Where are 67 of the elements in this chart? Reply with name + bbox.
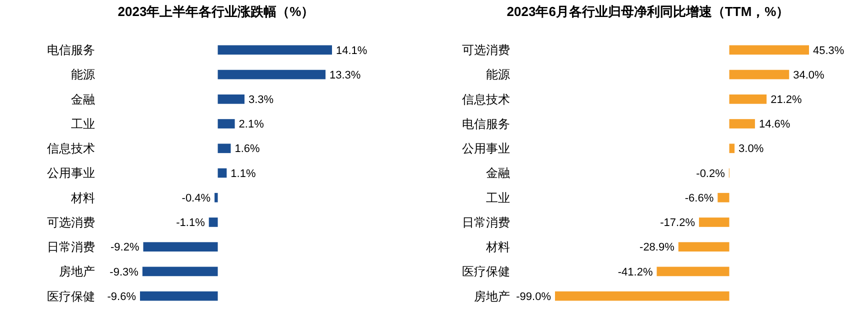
- y-tick-label: 日常消费: [462, 215, 510, 230]
- bar: [140, 291, 218, 301]
- bar: [729, 144, 735, 154]
- data-label: -41.2%: [618, 266, 653, 278]
- bar: [729, 94, 767, 104]
- y-tick-label: 能源: [71, 68, 95, 82]
- data-label: 1.6%: [234, 143, 260, 156]
- bar: [678, 242, 730, 252]
- bar: [143, 242, 218, 252]
- data-label: -9.2%: [110, 242, 140, 254]
- data-label: -9.3%: [110, 266, 139, 278]
- bar: [142, 266, 218, 276]
- data-label: 21.2%: [770, 94, 802, 106]
- data-label: 14.1%: [336, 44, 368, 57]
- data-label: -6.6%: [684, 192, 714, 204]
- y-tick-label: 能源: [486, 68, 510, 82]
- bar: [718, 192, 730, 202]
- bar: [729, 119, 755, 128]
- data-label: 3.3%: [248, 94, 274, 106]
- bar: [555, 291, 730, 301]
- bar: [656, 266, 730, 276]
- bar: [729, 45, 809, 55]
- y-tick-label: 电信服务: [47, 43, 95, 58]
- data-label: 3.0%: [738, 143, 764, 156]
- bar: [208, 218, 218, 227]
- bar: [214, 192, 218, 202]
- data-label: -0.4%: [182, 192, 211, 204]
- y-tick-label: 可选消费: [47, 215, 95, 230]
- data-label: 45.3%: [813, 44, 844, 57]
- y-tick-label: 可选消费: [462, 43, 510, 58]
- y-tick-label: 金融: [71, 92, 95, 106]
- data-label: -0.2%: [696, 168, 726, 180]
- y-tick-label: 信息技术: [47, 142, 95, 156]
- data-label: -9.6%: [107, 290, 136, 303]
- y-tick-label: 房地产: [474, 289, 510, 304]
- chart-title: 2023年6月各行业归母净利同比增速（TTM，%）: [506, 4, 790, 19]
- y-tick-label: 房地产: [59, 264, 95, 279]
- data-label: -1.1%: [176, 217, 206, 230]
- bar: [218, 45, 332, 55]
- data-label: 34.0%: [793, 69, 825, 82]
- chart-title: 2023年上半年各行业涨跌幅（%）: [118, 4, 314, 19]
- bar: [218, 94, 245, 104]
- y-tick-label: 工业: [486, 190, 510, 205]
- data-label: -28.9%: [640, 242, 675, 254]
- bar: [218, 168, 227, 178]
- y-tick-label: 公用事业: [462, 142, 510, 156]
- y-tick-label: 电信服务: [462, 116, 510, 131]
- y-tick-label: 信息技术: [462, 92, 510, 106]
- data-label: 2.1%: [238, 118, 264, 131]
- y-tick-label: 医疗保健: [462, 264, 510, 279]
- bar: [218, 70, 326, 80]
- data-label: 13.3%: [330, 69, 361, 82]
- data-label: 1.1%: [230, 168, 256, 180]
- bar: [218, 144, 231, 154]
- bar: [218, 119, 235, 128]
- bar: [698, 218, 730, 227]
- y-tick-label: 金融: [486, 166, 510, 180]
- y-tick-label: 公用事业: [47, 166, 95, 180]
- y-tick-label: 材料: [485, 240, 510, 254]
- y-tick-label: 材料: [70, 190, 95, 205]
- bar: [729, 70, 790, 80]
- data-label: -99.0%: [516, 290, 552, 303]
- y-tick-label: 日常消费: [47, 240, 95, 254]
- data-label: 14.6%: [758, 118, 790, 131]
- y-tick-label: 工业: [71, 116, 95, 131]
- data-label: -17.2%: [660, 217, 696, 230]
- y-tick-label: 医疗保健: [47, 289, 95, 304]
